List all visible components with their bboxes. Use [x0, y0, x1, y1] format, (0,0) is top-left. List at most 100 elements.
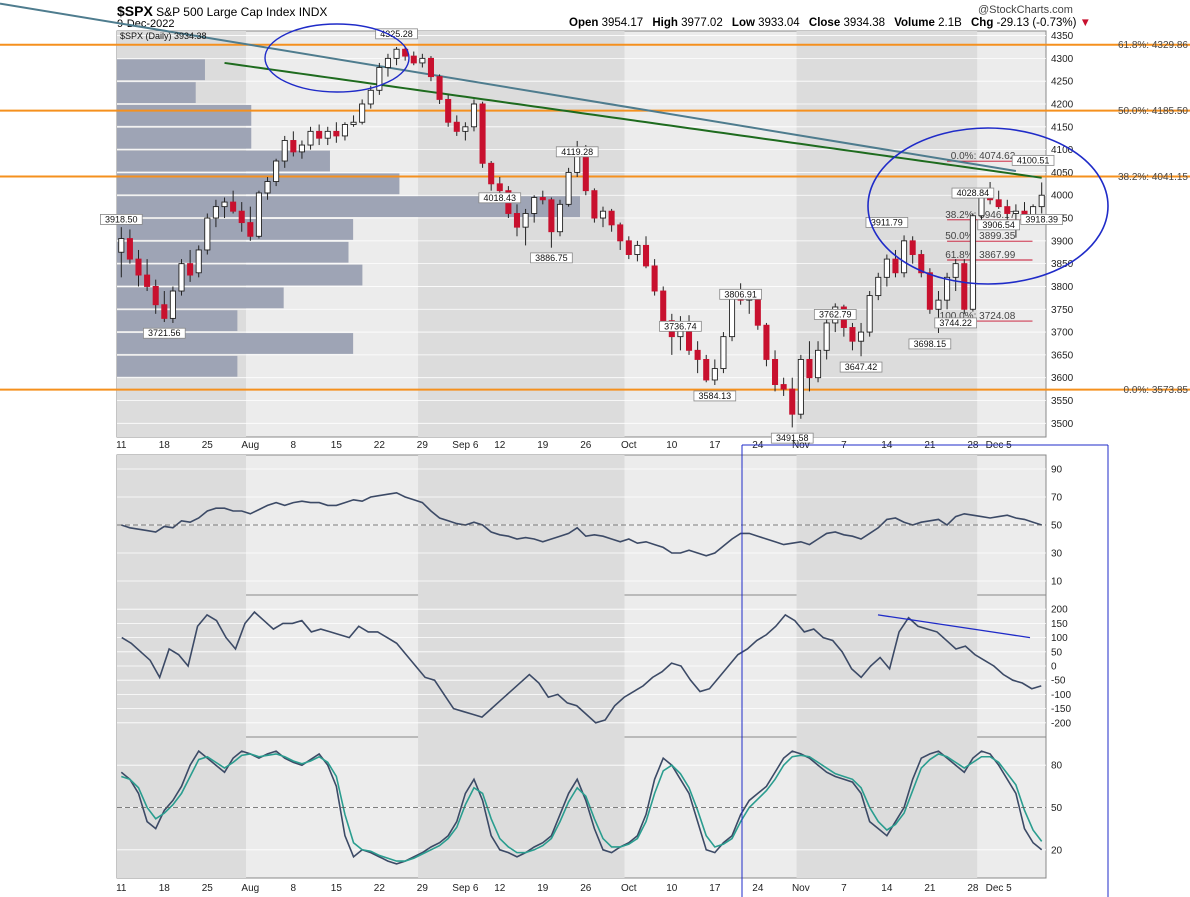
- candle-body: [909, 240, 916, 255]
- price-label: 3721.56: [148, 328, 181, 338]
- candle-body: [152, 286, 159, 306]
- candle-body: [376, 67, 383, 91]
- x-tick-bottom: 12: [494, 883, 506, 894]
- volume-value: 2.1B: [938, 17, 962, 29]
- candle-body: [634, 244, 641, 255]
- candle-body: [789, 388, 796, 415]
- price-label-box: [813, 309, 857, 320]
- price-label: 3806.91: [724, 289, 757, 299]
- candle-body: [496, 183, 503, 192]
- cci-y-tick: 150: [1051, 619, 1068, 630]
- price-label-box: [865, 217, 909, 228]
- candle-body: [918, 254, 925, 274]
- candle-body: [359, 103, 366, 123]
- index-name: S&P 500 Large Cap Index: [156, 5, 296, 19]
- stochastic-series-0: [120, 749, 1043, 865]
- candle-body: [625, 240, 632, 255]
- price-label-box: [555, 146, 599, 158]
- candle-body: [969, 215, 976, 310]
- price-label-box: [934, 317, 977, 329]
- candle-body: [961, 263, 968, 310]
- candle-body: [479, 103, 486, 164]
- x-tick-bottom: Dec 5: [986, 883, 1013, 894]
- main-y-tick: 4300: [1051, 54, 1074, 65]
- main-y-tick: 4100: [1051, 145, 1074, 156]
- downtrend-line: [0, 2, 1017, 173]
- down-arrow-icon: ▼: [1079, 17, 1092, 29]
- x-tick-main: Sep 6: [452, 440, 479, 451]
- price-label: 3886.75: [535, 253, 568, 263]
- x-tick-bottom: 25: [202, 883, 214, 894]
- price-label: 3584.13: [699, 391, 732, 401]
- x-tick-main: 22: [374, 440, 386, 451]
- x-tick-bottom: 28: [967, 883, 979, 894]
- price-label: 4119.28: [561, 147, 593, 157]
- candle-body: [410, 55, 417, 64]
- candle-body: [599, 210, 607, 219]
- x-tick-bottom: 22: [374, 883, 386, 894]
- price-label: 4100.51: [1017, 155, 1050, 165]
- cci-y-tick: 200: [1051, 605, 1068, 616]
- stochastic-y-tick: 80: [1051, 761, 1063, 772]
- candle-body: [892, 258, 899, 274]
- candle-body: [462, 126, 469, 132]
- main-y-tick: 4250: [1051, 77, 1074, 88]
- price-label: 3744.22: [939, 318, 972, 328]
- candle-body: [901, 240, 908, 274]
- candle-body: [995, 199, 1002, 208]
- month-band-main-1: [418, 31, 625, 437]
- x-tick-bottom: 8: [291, 883, 297, 894]
- cci-y-tick: -100: [1051, 690, 1071, 701]
- price-label: 3736.74: [664, 321, 697, 331]
- candle-body: [866, 295, 873, 333]
- main-y-tick: 3600: [1051, 373, 1074, 384]
- candle-body: [591, 190, 598, 219]
- candle-body: [797, 358, 804, 415]
- candle-body: [548, 199, 555, 233]
- volume-by-price-bar-0: [117, 59, 205, 81]
- candle-body: [772, 358, 779, 385]
- price-label: 3491.58: [776, 433, 809, 443]
- candle-body: [118, 238, 125, 253]
- x-tick-main: 26: [580, 440, 592, 451]
- candle-body: [642, 244, 650, 267]
- price-label: 3647.42: [845, 362, 878, 372]
- x-tick-bottom: 24: [752, 883, 764, 894]
- volume-by-price-bar-8: [117, 241, 349, 263]
- open-value: 3954.17: [601, 17, 644, 29]
- candle-body: [763, 324, 770, 360]
- candle-body: [608, 210, 615, 226]
- candle-body: [565, 171, 572, 205]
- price-label: 3918.50: [105, 214, 138, 224]
- volume-by-price-bar-4: [117, 150, 330, 172]
- volume-by-price-bar-13: [117, 355, 238, 377]
- cci-divergence-line: [877, 614, 1031, 639]
- main-y-tick: 3500: [1051, 419, 1074, 430]
- rsi-y-tick: 90: [1051, 465, 1063, 476]
- cci-y-tick: 50: [1051, 647, 1063, 658]
- price-label-box: [143, 327, 186, 339]
- candle-body: [367, 89, 374, 105]
- candle-body: [436, 76, 443, 100]
- price-label-box: [693, 390, 737, 402]
- candle-body: [531, 197, 538, 214]
- volume-by-price-bar-2: [117, 104, 252, 126]
- x-tick-bottom: Sep 6: [452, 883, 479, 894]
- candle-body: [298, 144, 305, 153]
- main-y-tick: 4150: [1051, 122, 1074, 133]
- price-label-box: [1011, 154, 1055, 166]
- candle-body: [651, 265, 658, 292]
- open-label: Open: [569, 17, 599, 29]
- cci-y-tick: -50: [1051, 676, 1066, 687]
- rsi-y-tick: 10: [1051, 577, 1063, 588]
- x-tick-main: 15: [331, 440, 343, 451]
- x-tick-main: 8: [291, 440, 297, 451]
- price-label-box: [839, 361, 883, 373]
- exchange: INDX: [298, 5, 328, 19]
- main-y-tick: 3750: [1051, 305, 1074, 316]
- chg-value: -29.13 (-0.73%): [996, 17, 1077, 29]
- month-band-main-2: [796, 31, 978, 437]
- candle-body: [944, 276, 951, 301]
- fib-retracement-label: 50.0%: 3899.35: [945, 231, 1015, 242]
- fib-level-label: 38.2%: 4041.15: [1118, 172, 1188, 183]
